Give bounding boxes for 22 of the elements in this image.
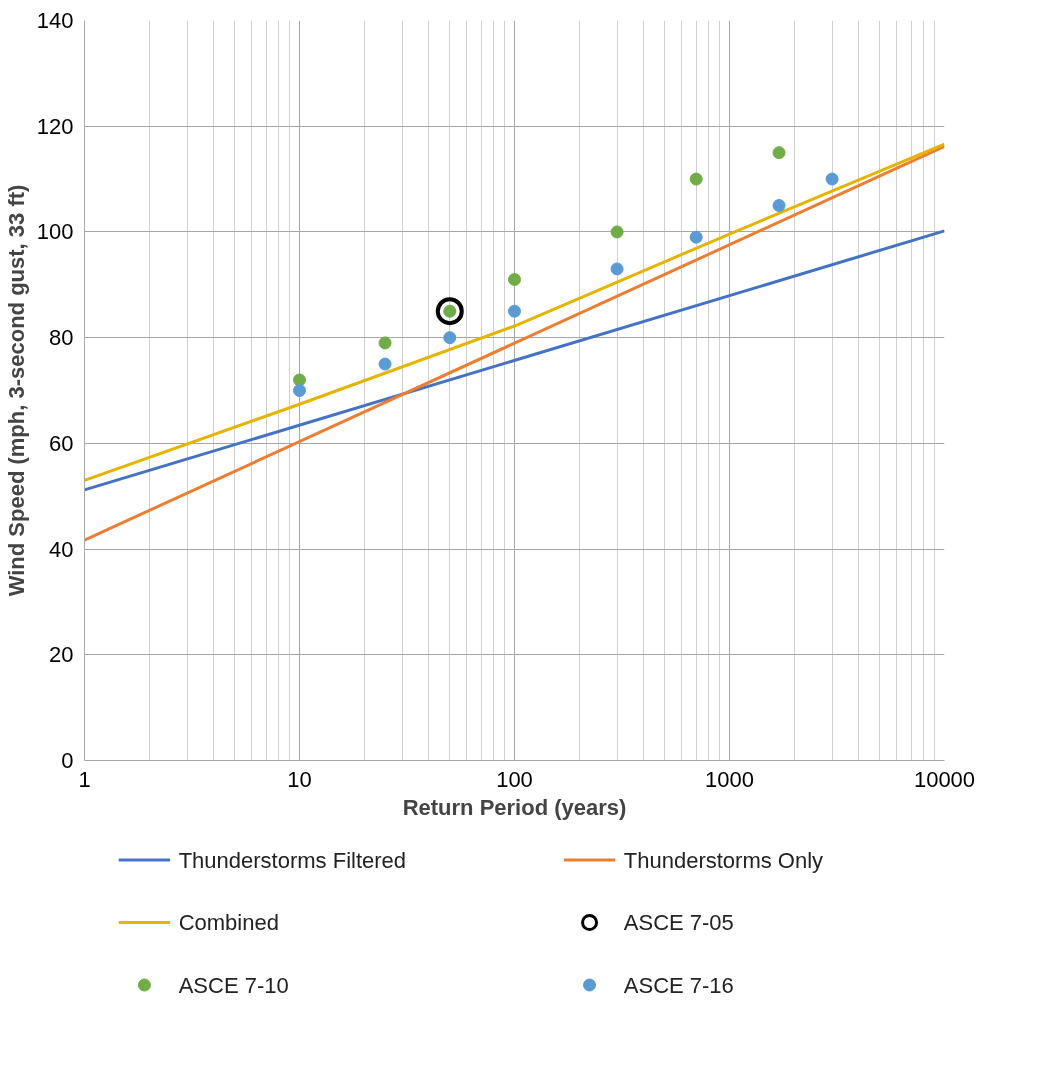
y-tick-label: 100 <box>36 219 74 245</box>
legend-label: ASCE 7-05 <box>623 910 734 935</box>
y-tick-label: 0 <box>61 748 74 773</box>
x-tick-label: 10 <box>287 766 312 792</box>
x-tick-label: 1000 <box>705 766 754 792</box>
y-tick-label: 120 <box>36 113 74 139</box>
legend-label: Combined <box>178 910 279 935</box>
y-tick-label: 140 <box>36 8 74 33</box>
legend-label: Thunderstorms Filtered <box>178 847 407 873</box>
legend-label: Thunderstorms Only <box>623 847 824 873</box>
y-tick-label: 80 <box>49 325 74 351</box>
y-tick-label: 40 <box>49 536 74 562</box>
x-tick-label: 10000 <box>913 766 976 792</box>
x-tick-label: 100 <box>496 766 533 792</box>
legend-label: ASCE 7-10 <box>178 972 289 998</box>
y-tick-label: 20 <box>49 642 74 668</box>
x-tick-label: 1 <box>78 766 91 792</box>
y-tick-label: 60 <box>49 430 74 456</box>
line-series <box>84 142 945 482</box>
legend-label: ASCE 7-16 <box>623 972 734 998</box>
x-axis-title: Return Period (years) <box>402 794 627 820</box>
y-axis-title: Wind Speed (mph, 3-second gust, 33 ft) <box>3 184 29 597</box>
